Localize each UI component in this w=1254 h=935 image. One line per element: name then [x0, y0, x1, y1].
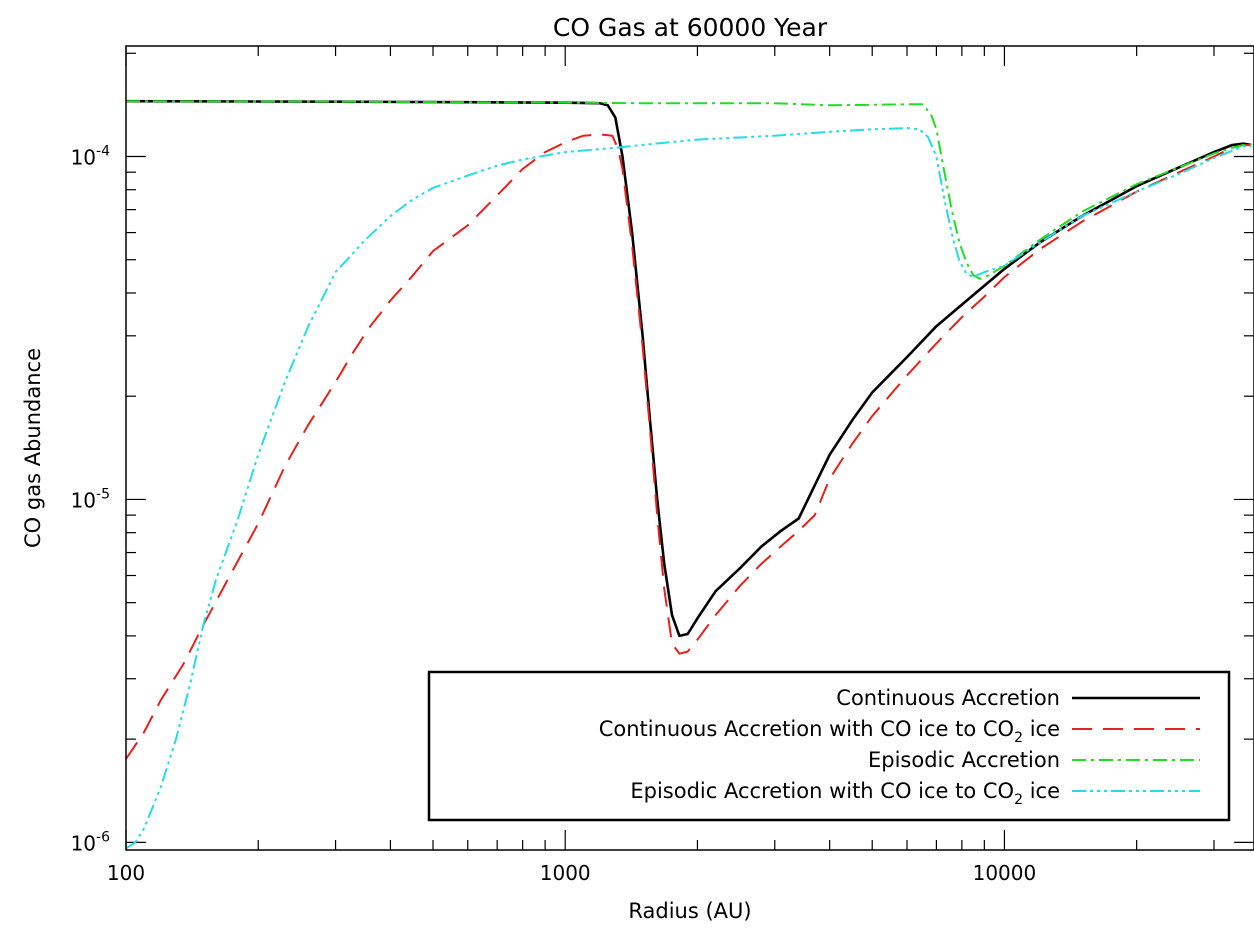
- axis-ticks: [125, 46, 1254, 850]
- x-tick-label: 100: [107, 861, 145, 885]
- legend-box: [427, 670, 1231, 822]
- series-line-continuous-accretion-with-co-ice-to-co2-ice: [125, 133, 1252, 760]
- tick-labels: 100 1000 10000 10-6 10-5 10-4: [71, 143, 1037, 885]
- legend-entry-label: Continuous Accretion: [836, 686, 1060, 710]
- x-axis-label: Radius (AU): [628, 899, 751, 923]
- legend-entry-label: Continuous Accretion with CO ice to CO2 …: [599, 717, 1060, 746]
- y-tick-label: 10-4: [71, 143, 111, 169]
- x-tick-label: 10000: [973, 861, 1037, 885]
- x-tick-label: 1000: [540, 861, 591, 885]
- plot-frame: [125, 45, 1254, 851]
- series-layer: [125, 99, 1252, 850]
- legend: Continuous Accretion Continuous Accretion…: [427, 670, 1231, 822]
- series-line-episodic-accretion: [125, 100, 1252, 280]
- y-tick-label: 10-6: [71, 829, 111, 855]
- series-line-continuous-accretion: [125, 99, 1252, 638]
- series-line-episodic-accretion-with-co-ice-to-co2-ice: [125, 127, 1252, 850]
- legend-entry-label: Episodic Accretion with CO ice to CO2 ic…: [630, 779, 1060, 808]
- y-axis-label: CO gas Abundance: [21, 348, 45, 548]
- legend-entry-label: Episodic Accretion: [868, 748, 1060, 772]
- y-tick-label: 10-5: [71, 486, 110, 512]
- chart-title: CO Gas at 60000 Year: [553, 13, 828, 42]
